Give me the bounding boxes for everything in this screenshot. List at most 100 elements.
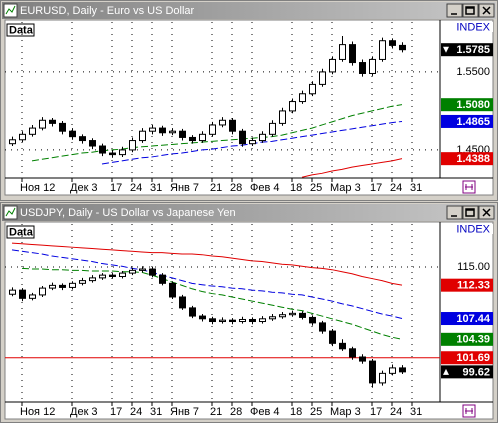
index-label: INDEX — [456, 21, 490, 33]
candle-body — [39, 287, 46, 296]
price-arrow — [443, 46, 449, 53]
ma-price-label-box — [441, 114, 493, 128]
candle-body — [119, 149, 126, 156]
candle-body — [109, 152, 116, 156]
candle-body — [199, 133, 206, 142]
candle-body — [19, 289, 26, 299]
candle-body — [349, 44, 356, 64]
candle-body — [319, 71, 326, 85]
x-tick-label: 25 — [310, 182, 322, 194]
ma-price-label: 107.44 — [456, 313, 491, 325]
candle-body — [229, 119, 236, 132]
data-label-box — [6, 225, 35, 239]
window-button-glyph — [465, 6, 475, 15]
x-tick-label: 17 — [370, 182, 382, 194]
candle-body — [189, 307, 196, 317]
candle-body — [139, 268, 146, 271]
ma-price-label-box — [441, 312, 493, 326]
chart-area — [4, 19, 494, 196]
index-label-box — [441, 224, 493, 234]
candle-body — [89, 140, 96, 147]
candle-body — [29, 294, 36, 299]
candle-body — [299, 93, 306, 103]
candle-body — [329, 58, 336, 73]
moving-average — [21, 267, 403, 340]
current-price-label-box — [441, 365, 493, 379]
candle-body — [289, 312, 296, 316]
x-tick-label: 18 — [290, 182, 302, 194]
x-tick-label: 31 — [150, 182, 162, 194]
candle-body — [399, 367, 406, 373]
candle-body — [399, 44, 406, 51]
x-tick-label: Фев 4 — [250, 182, 280, 194]
candle-body — [299, 312, 306, 318]
data-label: Data — [9, 24, 34, 36]
window-button-glyph — [482, 208, 491, 217]
candle-body — [309, 83, 316, 95]
plot — [5, 224, 440, 402]
ma-price-label: 112.33 — [457, 280, 490, 292]
candle-body — [19, 133, 26, 141]
x-tick-label: 24 — [390, 406, 402, 418]
x-tick-label: 17 — [110, 406, 122, 418]
candle-body — [359, 356, 366, 362]
x-tick-label: 31 — [410, 182, 422, 194]
candle-body — [259, 133, 266, 142]
window-button-min[interactable] — [446, 205, 463, 220]
moving-average — [301, 158, 403, 178]
x-tick-label: 21 — [210, 406, 222, 418]
candle-body — [69, 282, 76, 288]
current-price-label-box — [441, 43, 493, 57]
candle-body — [179, 296, 186, 309]
moving-average — [11, 249, 403, 320]
ma-price-label: 1.5080 — [456, 99, 490, 111]
candle-body — [159, 127, 166, 134]
data-label-box — [6, 23, 35, 37]
moving-average — [11, 242, 403, 286]
candle-body — [109, 274, 116, 278]
current-price-label: 99.62 — [462, 366, 490, 378]
candle-body — [59, 284, 66, 288]
candle-body — [389, 40, 396, 46]
x-tick-label: Ноя 12 — [20, 406, 55, 418]
candle-body — [289, 101, 296, 112]
candle-body — [229, 319, 236, 323]
ma-price-label: 104.39 — [456, 334, 490, 346]
candle-body — [239, 318, 246, 323]
candle-body — [279, 314, 286, 318]
candle-body — [209, 318, 216, 323]
window-title: EURUSD, Daily - Euro vs US Dollar — [20, 5, 195, 17]
candle-body — [169, 282, 176, 298]
window-button-glyph — [465, 208, 475, 217]
candle-body — [309, 316, 316, 324]
y-tick-label: 1.5500 — [456, 66, 490, 78]
ma-price-label-box — [441, 98, 493, 112]
candle-body — [339, 342, 346, 350]
candle-body — [9, 289, 16, 295]
ma-price-label-box — [441, 152, 493, 166]
candle-body — [269, 316, 276, 320]
candle-body — [39, 119, 46, 129]
x-tick-label: 28 — [230, 406, 242, 418]
candle-body — [169, 130, 176, 134]
candle-body — [389, 367, 396, 374]
candle-body — [149, 127, 156, 132]
candle-body — [79, 136, 86, 142]
window-button-min[interactable] — [446, 3, 463, 18]
candle-body — [379, 40, 386, 60]
index-label-box — [441, 22, 493, 32]
candle-body — [279, 110, 286, 124]
candle-body — [149, 268, 156, 276]
ma-price-label-box — [441, 332, 493, 346]
candle-body — [159, 274, 166, 284]
candle-body — [59, 122, 66, 132]
x-tick-label: Ноя 12 — [20, 182, 55, 194]
x-tick-label: 17 — [370, 406, 382, 418]
x-tick-label: 31 — [150, 406, 162, 418]
candle-body — [179, 130, 186, 138]
x-tick-label: Мар 3 — [330, 406, 361, 418]
candle-body — [49, 284, 56, 289]
candle-body — [359, 62, 366, 74]
candle-body — [219, 319, 226, 323]
x-tick-label: 28 — [230, 182, 242, 194]
